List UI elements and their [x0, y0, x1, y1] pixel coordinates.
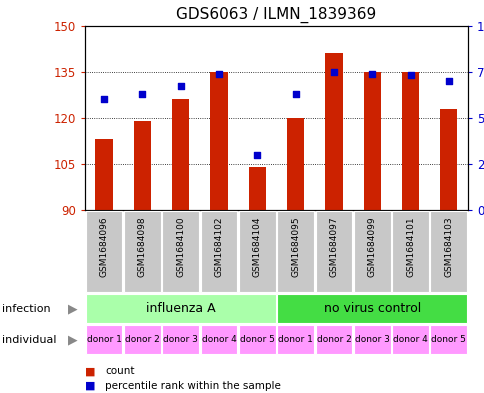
- FancyBboxPatch shape: [353, 325, 390, 354]
- Point: [214, 70, 222, 77]
- Bar: [401, 72, 418, 210]
- FancyBboxPatch shape: [239, 211, 275, 292]
- FancyBboxPatch shape: [392, 211, 428, 292]
- FancyBboxPatch shape: [277, 294, 466, 323]
- Text: infection: infection: [2, 303, 51, 314]
- FancyBboxPatch shape: [86, 325, 122, 354]
- Bar: [248, 167, 265, 210]
- Text: GSM1684101: GSM1684101: [405, 216, 414, 277]
- Bar: [95, 140, 112, 210]
- FancyBboxPatch shape: [392, 325, 428, 354]
- Text: no virus control: no virus control: [323, 302, 420, 315]
- Point: [406, 72, 413, 79]
- Text: GSM1684097: GSM1684097: [329, 216, 338, 277]
- Text: GSM1684098: GSM1684098: [137, 216, 147, 277]
- Point: [291, 91, 299, 97]
- FancyBboxPatch shape: [86, 294, 275, 323]
- Text: GSM1684104: GSM1684104: [252, 216, 261, 277]
- Text: donor 1: donor 1: [87, 336, 121, 344]
- Text: donor 2: donor 2: [125, 336, 159, 344]
- Text: GSM1684102: GSM1684102: [214, 216, 223, 277]
- Point: [367, 70, 375, 77]
- Bar: [134, 121, 151, 210]
- Text: count: count: [105, 366, 135, 376]
- Point: [329, 68, 337, 75]
- FancyBboxPatch shape: [124, 325, 160, 354]
- Bar: [325, 53, 342, 210]
- Text: ▶: ▶: [68, 302, 77, 315]
- Bar: [439, 108, 456, 210]
- FancyBboxPatch shape: [430, 211, 466, 292]
- Text: donor 4: donor 4: [393, 336, 427, 344]
- FancyBboxPatch shape: [277, 325, 313, 354]
- FancyBboxPatch shape: [315, 325, 351, 354]
- Text: donor 5: donor 5: [240, 336, 274, 344]
- Bar: [210, 72, 227, 210]
- Text: donor 5: donor 5: [431, 336, 465, 344]
- Text: ▶: ▶: [68, 333, 77, 347]
- Text: donor 3: donor 3: [163, 336, 197, 344]
- Text: ■: ■: [85, 381, 95, 391]
- Text: GSM1684096: GSM1684096: [99, 216, 108, 277]
- FancyBboxPatch shape: [124, 211, 160, 292]
- Text: influenza A: influenza A: [146, 302, 215, 315]
- Bar: [363, 72, 380, 210]
- Point: [444, 78, 452, 84]
- Text: individual: individual: [2, 335, 57, 345]
- Text: ■: ■: [85, 366, 95, 376]
- Text: GSM1684099: GSM1684099: [367, 216, 376, 277]
- Point: [253, 152, 260, 158]
- FancyBboxPatch shape: [200, 211, 237, 292]
- FancyBboxPatch shape: [86, 211, 122, 292]
- FancyBboxPatch shape: [162, 211, 198, 292]
- Title: GDS6063 / ILMN_1839369: GDS6063 / ILMN_1839369: [176, 7, 376, 23]
- Text: percentile rank within the sample: percentile rank within the sample: [105, 381, 281, 391]
- Bar: [172, 99, 189, 210]
- Point: [176, 83, 184, 90]
- Bar: [287, 118, 303, 210]
- Text: donor 4: donor 4: [201, 336, 236, 344]
- Point: [100, 96, 107, 103]
- Text: donor 3: donor 3: [354, 336, 389, 344]
- FancyBboxPatch shape: [162, 325, 198, 354]
- Text: donor 2: donor 2: [316, 336, 350, 344]
- Text: GSM1684100: GSM1684100: [176, 216, 185, 277]
- Text: GSM1684095: GSM1684095: [290, 216, 300, 277]
- FancyBboxPatch shape: [430, 325, 466, 354]
- FancyBboxPatch shape: [353, 211, 390, 292]
- FancyBboxPatch shape: [277, 211, 313, 292]
- FancyBboxPatch shape: [200, 325, 237, 354]
- Point: [138, 91, 146, 97]
- Text: donor 1: donor 1: [278, 336, 312, 344]
- Text: GSM1684103: GSM1684103: [443, 216, 453, 277]
- FancyBboxPatch shape: [315, 211, 351, 292]
- FancyBboxPatch shape: [239, 325, 275, 354]
